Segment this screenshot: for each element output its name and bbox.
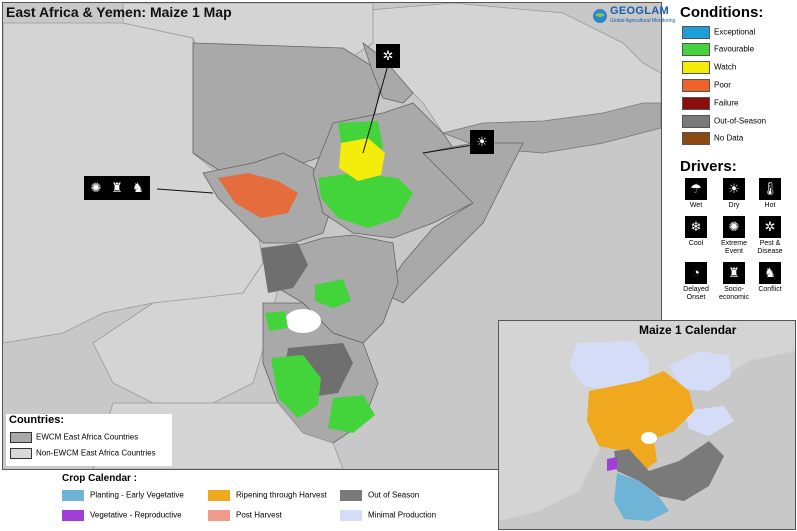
condition-item: No Data xyxy=(682,132,743,145)
minimal-production-label: Minimal Production xyxy=(368,510,437,520)
socio-economic-icon: ♜ xyxy=(723,262,745,284)
poor-swatch xyxy=(682,79,710,92)
driver-delayed-onset: ◔ Delayed Onset xyxy=(678,262,714,302)
cool-icon: ❄ xyxy=(685,216,707,238)
driver-pest-disease: ✲ Pest & Disease xyxy=(752,216,788,256)
failure-swatch xyxy=(682,97,710,110)
pest-disease-icon: ✲ xyxy=(759,216,781,238)
countries-legend-item: EWCM East Africa Countries xyxy=(10,432,138,443)
condition-item: Poor xyxy=(682,79,731,92)
driver-hot: 🌡 Hot xyxy=(752,178,788,210)
driver-socio-economic: ♜ Socio-economic xyxy=(716,262,752,302)
ethiopia-east-callout[interactable]: ☀ xyxy=(470,130,494,154)
driver-wet: ☂ Wet xyxy=(678,178,714,210)
out-of-season-label: Out of Season xyxy=(368,490,420,500)
crop-legend-item: Minimal Production xyxy=(340,510,436,521)
planting-label: Planting - Early Vegetative xyxy=(90,490,184,500)
driver-conflict-label: Conflict xyxy=(758,286,782,293)
socio-economic-icon: ♜ xyxy=(111,180,123,195)
calendar-inset-title: Maize 1 Calendar xyxy=(639,323,737,337)
conflict-icon: ♞ xyxy=(132,180,144,195)
poor-label: Poor xyxy=(714,80,731,90)
driver-delayed-onset-label: Delayed Onset xyxy=(683,286,709,301)
drivers-title: Drivers: xyxy=(680,158,737,175)
condition-item: Out-of-Season xyxy=(682,115,766,128)
no-data-swatch xyxy=(682,132,710,145)
calendar-inset-map: Maize 1 Calendar xyxy=(498,320,796,530)
driver-hot-label: Hot xyxy=(764,202,776,209)
favourable-swatch xyxy=(682,43,710,56)
driver-dry: ☀ Dry xyxy=(716,178,752,210)
pest-disease-icon: ✲ xyxy=(382,48,394,63)
driver-cool-label: Cool xyxy=(688,240,704,247)
watch-swatch xyxy=(682,61,710,74)
ripening-swatch xyxy=(208,490,230,501)
conditions-title: Conditions: xyxy=(680,4,764,21)
ewcm-label: EWCM East Africa Countries xyxy=(36,432,139,442)
ripening-label: Ripening through Harvest xyxy=(236,490,327,500)
driver-wet-label: Wet xyxy=(689,202,703,209)
exceptional-swatch xyxy=(682,26,710,39)
minimal-production-swatch xyxy=(340,510,362,521)
crop-legend-item: Ripening through Harvest xyxy=(208,490,327,501)
failure-label: Failure xyxy=(714,98,739,108)
globe-icon xyxy=(593,9,607,23)
countries-legend-title: Countries: xyxy=(9,414,64,426)
driver-socio-economic-label: Socio-economic xyxy=(719,286,749,301)
condition-item: Favourable xyxy=(682,43,754,56)
main-map xyxy=(2,2,662,470)
wet-icon: ☂ xyxy=(685,178,707,200)
condition-item: Watch xyxy=(682,61,736,74)
hot-icon: 🌡 xyxy=(759,178,781,200)
extreme-event-icon: ✺ xyxy=(723,216,745,238)
post-harvest-swatch xyxy=(208,510,230,521)
driver-extreme-event-label: Extreme Event xyxy=(720,240,748,255)
condition-item: Failure xyxy=(682,97,738,110)
driver-conflict: ♞ Conflict xyxy=(752,262,788,294)
driver-cool: ❄ Cool xyxy=(678,216,714,248)
logo-text: GEOGLAM xyxy=(610,5,669,17)
post-harvest-label: Post Harvest xyxy=(236,510,282,520)
delayed-onset-icon: ◔ xyxy=(685,262,707,284)
map-title: East Africa & Yemen: Maize 1 Map xyxy=(6,4,232,20)
crop-legend-item: Vegetative - Reproductive xyxy=(62,510,182,521)
countries-legend: Countries: EWCM East Africa Countries No… xyxy=(6,414,172,466)
crop-legend-item: Post Harvest xyxy=(208,510,282,521)
crop-calendar-legend: Crop Calendar : Planting - Early Vegetat… xyxy=(0,470,498,531)
vegetative-swatch xyxy=(62,510,84,521)
extreme-event-icon: ✺ xyxy=(90,180,102,195)
driver-pest-disease-label: Pest & Disease xyxy=(757,240,783,255)
non-ewcm-swatch xyxy=(10,448,32,459)
geoglam-logo: GEOGLAM Global Agricultural Monitoring xyxy=(592,4,675,28)
no-data-label: No Data xyxy=(714,133,744,143)
dry-icon: ☀ xyxy=(476,134,488,149)
out-of-season-swatch xyxy=(340,490,362,501)
crop-legend-item: Out of Season xyxy=(340,490,419,501)
calendar-canvas xyxy=(499,321,795,529)
planting-swatch xyxy=(62,490,84,501)
driver-extreme-event: ✺ Extreme Event xyxy=(716,216,752,256)
crop-calendar-title: Crop Calendar : xyxy=(62,473,138,484)
ewcm-swatch xyxy=(10,432,32,443)
countries-legend-item: Non-EWCM East Africa Countries xyxy=(10,448,156,459)
ethiopia-north-callout[interactable]: ✲ xyxy=(376,44,400,68)
map-canvas xyxy=(3,3,661,469)
logo-subtext: Global Agricultural Monitoring xyxy=(610,18,676,24)
exceptional-label: Exceptional xyxy=(714,27,756,37)
favourable-label: Favourable xyxy=(714,44,755,54)
watch-label: Watch xyxy=(714,62,737,72)
dry-icon: ☀ xyxy=(723,178,745,200)
sudan-callout[interactable]: ✺ ♜ ♞ xyxy=(84,176,150,200)
vegetative-label: Vegetative - Reproductive xyxy=(90,510,182,520)
conflict-icon: ♞ xyxy=(759,262,781,284)
driver-dry-label: Dry xyxy=(728,202,740,209)
crop-legend-item: Planting - Early Vegetative xyxy=(62,490,184,501)
non-ewcm-label: Non-EWCM East Africa Countries xyxy=(36,448,156,458)
out-of-season-condition-label: Out-of-Season xyxy=(714,116,767,126)
out-of-season-condition-swatch xyxy=(682,115,710,128)
condition-item: Exceptional xyxy=(682,26,755,39)
